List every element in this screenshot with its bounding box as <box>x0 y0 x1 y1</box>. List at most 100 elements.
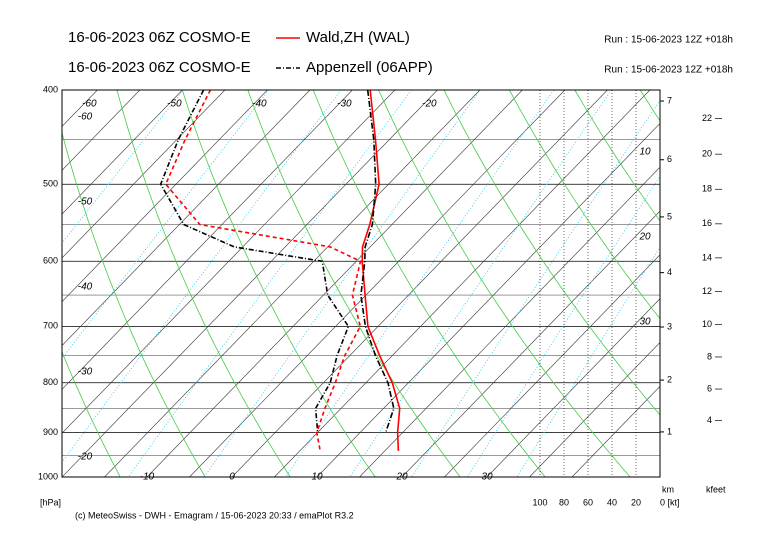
kfeet-tick-label: 8 <box>707 351 712 361</box>
isotherm <box>62 90 311 346</box>
kfeet-tick-label: 4 <box>707 415 712 425</box>
mixing-label: 20 <box>638 232 651 243</box>
isotherm <box>529 342 660 477</box>
dry-adiabat <box>312 90 546 477</box>
isotherm-label: -50 <box>167 99 182 110</box>
footer: (c) MeteoSwiss - DWH - Emagram / 15-06-2… <box>75 510 354 520</box>
isotherm <box>316 122 660 477</box>
kfeet-tick-label: 16 <box>702 218 712 228</box>
isotherm-label: -60 <box>82 99 97 110</box>
isotherm <box>486 298 660 477</box>
y-tick-label: 900 <box>43 427 58 437</box>
mixing-ratio-line <box>467 175 660 477</box>
mixing-ratio-line <box>62 90 342 463</box>
y-axis-label: [hPa] <box>40 497 61 507</box>
isotherm-label: -10 <box>140 472 155 483</box>
dry-adiabat <box>62 131 206 477</box>
isotherm-label: -30 <box>337 99 352 110</box>
dry-adiabat <box>247 90 461 477</box>
isotherm <box>274 90 651 477</box>
km-tick-label: 2 <box>667 374 672 384</box>
isotherm <box>0 90 12 477</box>
isotherm <box>0 90 55 477</box>
wind-tick-label: 20 <box>631 497 641 507</box>
y-tick-label: 1000 <box>38 471 58 481</box>
isotherm <box>62 90 438 477</box>
dry-adiabat <box>378 90 631 477</box>
kfeet-tick-label: 6 <box>707 383 712 393</box>
isotherm-label: -20 <box>422 99 437 110</box>
y-tick-label: 700 <box>43 321 58 331</box>
dry-adiabat <box>443 90 660 416</box>
legend-label: Wald,ZH (WAL) <box>306 29 410 46</box>
wind-tick-label: 60 <box>583 497 593 507</box>
mixing-label: 30 <box>639 317 651 328</box>
km-label: km <box>662 484 674 494</box>
y-tick-label: 500 <box>43 179 58 189</box>
isotherm <box>444 254 660 477</box>
model-label: 16-06-2023 06Z COSMO-E <box>68 59 251 76</box>
km-tick-label: 3 <box>667 321 672 331</box>
temperature-profile <box>361 90 401 451</box>
kfeet-tick-label: 20 <box>702 149 712 159</box>
kfeet-tick-label: 14 <box>702 252 712 262</box>
wind-tick-label: 100 <box>532 497 547 507</box>
isotherm <box>62 90 141 171</box>
kfeet-label: kfeet <box>706 484 726 494</box>
plot-frame <box>61 89 661 478</box>
isotherm-label: 0 <box>229 472 235 483</box>
isotherm <box>62 90 183 215</box>
isotherm <box>571 385 660 477</box>
isotherm-label: 10 <box>311 472 323 483</box>
dry-adiabat <box>62 350 121 477</box>
km-tick-label: 1 <box>667 426 672 436</box>
isotherm <box>62 90 353 390</box>
side-label: -30 <box>78 367 93 378</box>
mixing-ratio-line <box>203 90 481 477</box>
wind-tick-label: 40 <box>607 497 617 507</box>
kfeet-tick-label: 22 <box>702 113 712 123</box>
run-label: Run : 15-06-2023 12Z +018h <box>604 65 733 76</box>
km-tick-label: 6 <box>667 154 672 164</box>
km-tick-label: 4 <box>667 267 672 277</box>
dry-adiabat <box>0 90 35 477</box>
side-label: -50 <box>78 197 93 208</box>
isotherm <box>62 90 226 259</box>
isotherm <box>401 210 660 477</box>
dry-adiabat <box>116 90 291 477</box>
mixing-ratio-line <box>516 246 660 477</box>
isotherm-label: 30 <box>481 472 493 483</box>
mixing-ratio-line <box>127 90 412 477</box>
isotherm <box>189 90 566 477</box>
mixing-ratio-line <box>411 99 660 477</box>
kfeet-tick-label: 12 <box>702 286 712 296</box>
temperature-profile <box>360 90 395 433</box>
dewpoint-profile <box>164 90 362 452</box>
dry-adiabat <box>509 90 660 320</box>
dry-adiabat <box>181 90 376 477</box>
kfeet-tick-label: 10 <box>702 319 712 329</box>
mixing-label: 10 <box>639 147 651 158</box>
isotherm <box>359 166 660 477</box>
kfeet-tick-label: 18 <box>702 184 712 194</box>
isotherm <box>62 90 396 434</box>
mixing-ratio-line <box>62 90 184 244</box>
wind-tick-label: 0 [kt] <box>660 497 680 507</box>
isotherm-label: 20 <box>395 472 408 483</box>
legend-label: Appenzell (06APP) <box>306 59 433 76</box>
side-label: -60 <box>78 112 93 123</box>
model-label: 16-06-2023 06Z COSMO-E <box>68 29 251 46</box>
run-label: Run : 15-06-2023 12Z +018h <box>604 35 733 46</box>
wind-tick-label: 80 <box>559 497 569 507</box>
mixing-ratio-line <box>349 90 612 477</box>
side-label: -20 <box>78 452 93 463</box>
isotherm-label: -40 <box>252 99 267 110</box>
y-tick-label: 600 <box>43 256 58 266</box>
y-tick-label: 400 <box>43 84 58 94</box>
km-tick-label: 5 <box>667 211 672 221</box>
isotherm <box>104 90 481 477</box>
dry-adiabat <box>574 90 660 222</box>
km-tick-label: 7 <box>667 95 672 105</box>
side-label: -40 <box>78 282 93 293</box>
